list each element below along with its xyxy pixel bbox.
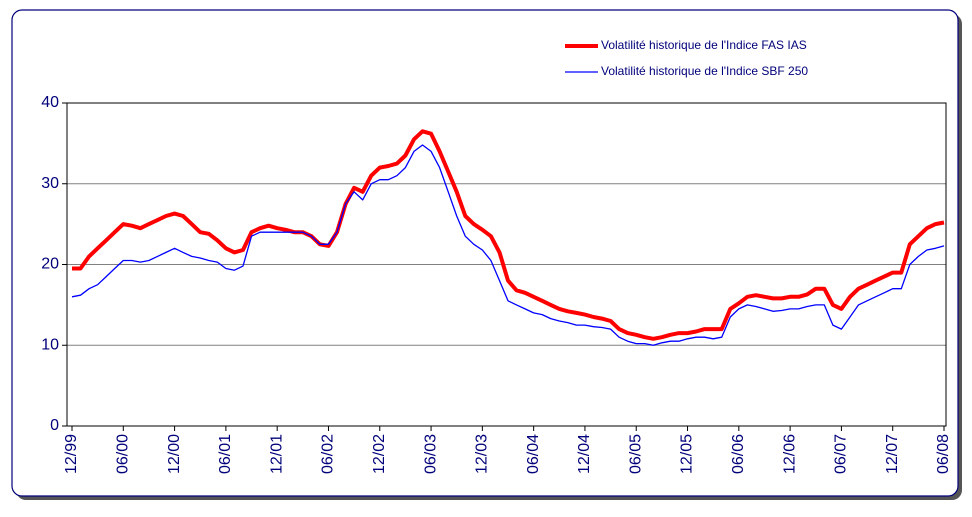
x-tick-label: 06/04	[525, 434, 542, 474]
x-tick-label: 12/05	[679, 434, 696, 474]
x-tick-label: 06/08	[935, 434, 952, 474]
x-tick-label: 06/00	[115, 434, 132, 474]
x-tick-label: 12/99	[63, 434, 80, 474]
plot-frame	[66, 102, 947, 427]
x-tick-label: 06/03	[422, 434, 439, 474]
x-tick-label: 06/06	[730, 434, 747, 474]
x-tick-label: 06/02	[320, 434, 337, 474]
y-tick-label: 0	[50, 417, 59, 434]
x-tick-label: 12/03	[474, 434, 491, 474]
x-tick-label: 12/04	[576, 434, 593, 474]
x-tick-label: 12/01	[268, 434, 285, 474]
y-tick-label: 40	[41, 94, 59, 111]
x-tick-label: 12/02	[371, 434, 388, 474]
x-tick-label: 12/06	[781, 434, 798, 474]
x-tick-label: 12/00	[166, 434, 183, 474]
x-tick-label: 06/01	[217, 434, 234, 474]
legend-label: Volatilité historique de l'Indice SBF 25…	[601, 64, 808, 78]
y-tick-label: 10	[41, 336, 59, 353]
x-tick-label: 12/07	[884, 434, 901, 474]
x-tick-label: 06/07	[833, 434, 850, 474]
y-tick-label: 20	[41, 256, 59, 273]
series-line	[71, 144, 945, 346]
y-tick-label: 30	[41, 175, 59, 192]
x-tick-label: 06/05	[627, 434, 644, 474]
series-line	[72, 129, 945, 341]
legend-label: Volatilité historique de l'Indice FAS IA…	[601, 38, 807, 52]
